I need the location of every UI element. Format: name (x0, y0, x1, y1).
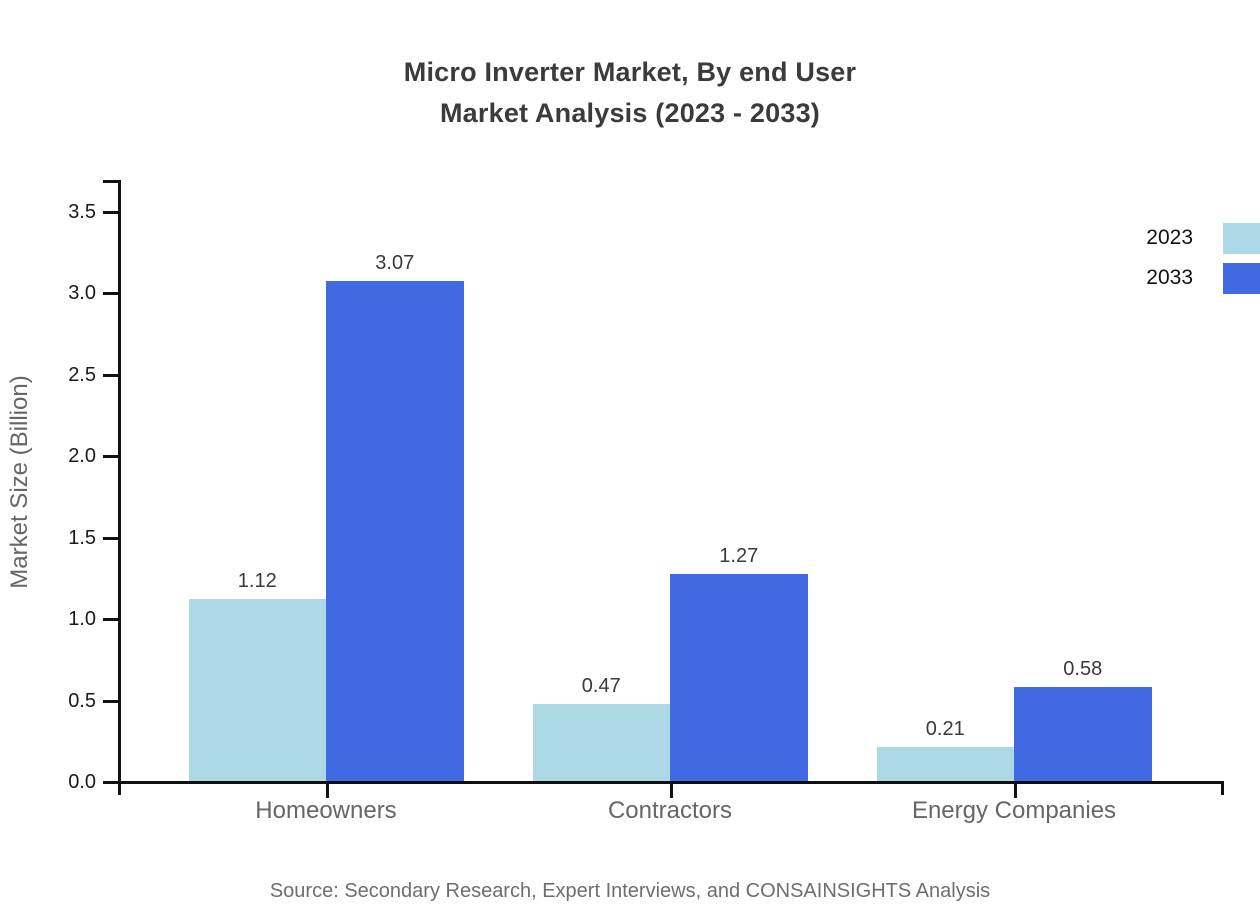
y-tick-label-2.5: 2.5 (68, 363, 96, 386)
y-tick-label-3.0: 3.0 (68, 282, 96, 305)
y-axis-top-cap (103, 180, 118, 183)
y-tick-1.5 (103, 536, 118, 540)
y-tick-0.0 (103, 781, 118, 784)
y-tick-label-2.0: 2.0 (68, 445, 96, 468)
chart-title-line1: Micro Inverter Market, By end User (403, 57, 857, 87)
bar-value-2023-homeowners: 1.12 (237, 569, 277, 592)
y-tick-2.0 (103, 455, 118, 459)
x-axis-spine (103, 781, 1224, 784)
x-axis-right-cap (1221, 781, 1224, 795)
x-tick-contractors (670, 784, 673, 798)
bar-2023-contractors (532, 704, 670, 781)
category-label-contractors: Contractors (607, 797, 733, 824)
y-tick-label-1.5: 1.5 (68, 526, 96, 549)
y-tick-label-0.0: 0.0 (68, 771, 96, 793)
y-tick-label-1.0: 1.0 (68, 608, 96, 631)
y-tick-1.0 (103, 618, 118, 622)
chart-title-line2: Market Analysis (2023 - 2033) (439, 98, 820, 128)
y-tick-3.5 (103, 210, 118, 214)
legend-item-2023: 2023 (1146, 218, 1260, 258)
bar-2023-homeowners (188, 598, 326, 781)
bar-value-2023-energy-companies: 0.21 (925, 717, 965, 740)
y-tick-0.5 (103, 699, 118, 703)
legend-swatch-2023 (1223, 222, 1260, 254)
y-axis-spine (118, 180, 121, 795)
bar-2023-energy-companies (876, 746, 1014, 781)
y-tick-2.5 (103, 373, 118, 377)
legend: 2023 2033 (1146, 218, 1260, 298)
legend-swatch-2033 (1223, 262, 1260, 294)
legend-label-2023: 2023 (1146, 226, 1193, 249)
source-note: Source: Secondary Research, Expert Inter… (269, 880, 991, 902)
x-tick-energy-companies (1014, 784, 1017, 798)
chart-title: Micro Inverter Market, By end User Marke… (0, 52, 1260, 134)
category-label-homeowners: Homeowners (255, 797, 397, 824)
x-tick-homeowners (326, 784, 329, 798)
bar-2033-energy-companies (1014, 686, 1152, 781)
bar-2033-contractors (670, 574, 808, 781)
legend-label-2033: 2033 (1146, 266, 1193, 289)
bar-value-2023-contractors: 0.47 (581, 675, 621, 698)
bar-value-2033-energy-companies: 0.58 (1063, 657, 1103, 680)
y-tick-label-3.5: 3.5 (68, 200, 96, 223)
bar-value-2033-homeowners: 3.07 (375, 252, 415, 275)
legend-item-2033: 2033 (1146, 258, 1260, 298)
y-tick-3.0 (103, 292, 118, 296)
y-tick-label-0.5: 0.5 (68, 689, 96, 712)
category-label-energy-companies: Energy Companies (911, 797, 1117, 824)
bar-value-2033-contractors: 1.27 (719, 545, 759, 568)
bar-2033-homeowners (326, 281, 464, 781)
